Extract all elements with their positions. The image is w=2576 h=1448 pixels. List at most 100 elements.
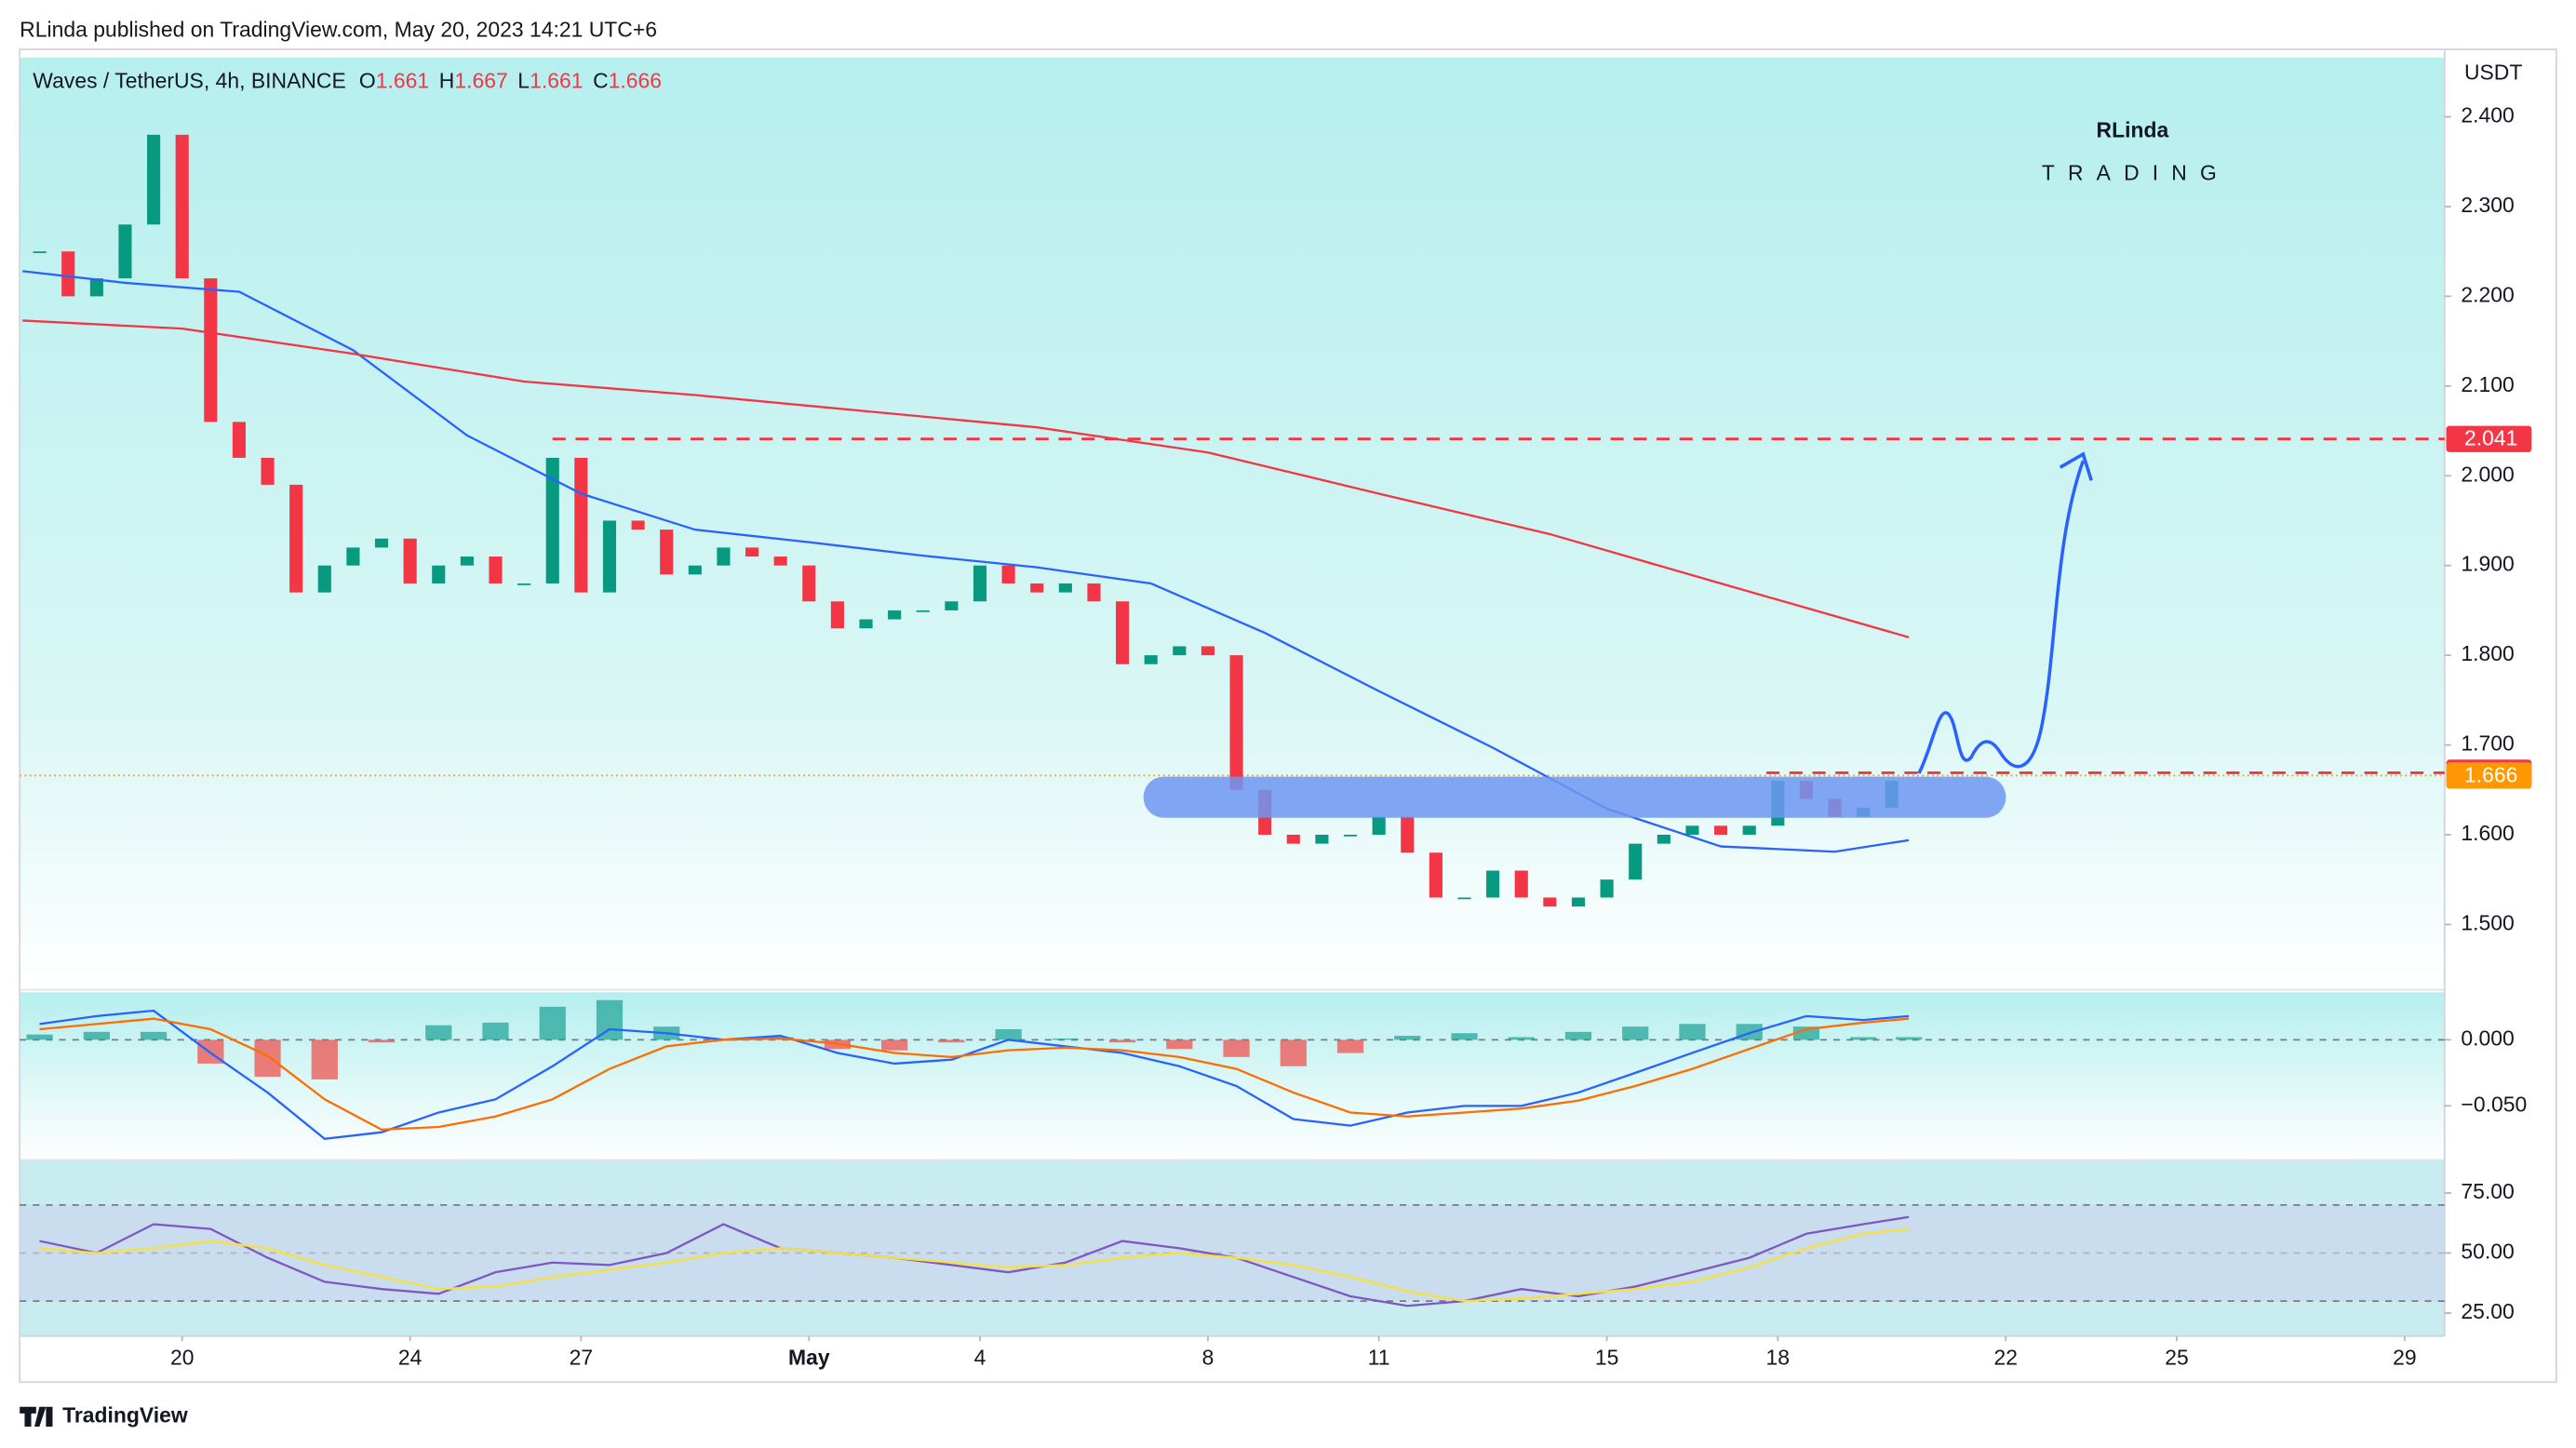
histogram-bar [1108,1039,1136,1043]
y-tick-label: 0.000 [2461,1026,2514,1050]
histogram-bar [539,1006,566,1040]
x-tick-label: 20 [170,1346,195,1370]
candle [830,601,844,629]
histogram-bar [1896,1037,1923,1040]
candle [1571,897,1586,907]
candle [1286,834,1300,844]
candle [1087,583,1101,602]
candle [916,610,930,612]
y-tick-label: 1.600 [2461,821,2514,845]
candle [403,538,417,583]
ohlc-value: 1.661 [530,68,583,92]
x-tick-label: 25 [2165,1346,2189,1370]
indicator-line [39,1017,1910,1132]
candle [432,565,446,583]
histogram-bar [425,1025,452,1040]
y-tick-label: 25.00 [2461,1299,2514,1323]
candle [1173,646,1187,656]
candle [631,520,645,530]
ohlc-label: C [593,68,609,92]
candle [545,457,559,583]
frame [19,48,2557,1384]
candle [1229,655,1243,790]
x-tick-label: 24 [398,1346,423,1370]
candle [1514,870,1528,898]
y-unit: USDT [2464,60,2522,85]
arrow-head [2059,451,2093,481]
forecast-arrow [1917,460,2086,774]
candle [888,610,902,620]
y-tick-label: 2.300 [2461,193,2514,217]
symbol-title: Waves / TetherUS, 4h, BINANCE [33,68,345,92]
candle [1144,655,1158,664]
histogram-bar [1564,1031,1592,1040]
histogram-bar [368,1039,396,1043]
candle [602,520,617,593]
candle [1001,565,1015,583]
price-label: 2.041 [2464,426,2517,450]
candle [1116,601,1130,664]
histogram-bar [1679,1024,1706,1040]
histogram-bar [995,1028,1022,1040]
candle [1401,816,1415,853]
candle [945,601,959,610]
price-label-box [2446,425,2532,452]
candle [61,251,75,297]
candle [517,583,531,585]
histogram-bar [938,1039,965,1043]
candle [1429,852,1442,898]
candle [1685,825,1699,835]
x-tick-label: 27 [570,1346,594,1370]
candle [232,422,247,458]
histogram-bar [1622,1026,1649,1040]
candle [1657,834,1670,844]
candle [1030,583,1044,593]
candle [289,484,303,593]
candle [973,565,987,602]
ohlc-label: H [439,68,455,92]
candle [773,556,787,566]
candle [89,278,103,297]
candle [1543,897,1557,907]
indicator-line [39,1009,1910,1140]
histogram-bar [83,1031,110,1040]
candle [859,619,873,629]
y-tick-label: 2.200 [2461,282,2514,306]
ohlc-value: 1.666 [609,68,662,92]
candle [1201,646,1215,656]
histogram-bar [1166,1039,1193,1050]
y-tick-label: 75.00 [2461,1179,2514,1203]
candle [745,547,759,557]
histogram-bar [881,1039,908,1051]
x-tick-label: 22 [1994,1346,2019,1370]
candle [261,457,275,485]
macd-pane [20,992,2445,1160]
support-zone [1143,776,2006,818]
x-tick-label: May [788,1346,830,1370]
x-tick-label: 4 [974,1346,986,1370]
candle [1629,843,1643,880]
histogram-bar [1394,1036,1421,1040]
tv-logo-mark [20,1406,53,1428]
histogram-bar [1508,1037,1535,1040]
candle [317,565,331,593]
candle [1315,834,1329,844]
x-tick-label: 11 [1368,1346,1390,1370]
candle [489,556,503,583]
candle [33,251,47,253]
indicator-line [22,319,1910,638]
x-tick-label: 15 [1595,1346,1619,1370]
candle [175,134,189,279]
candle [460,556,474,566]
logo-name: RLinda [2097,118,2169,142]
histogram-bar [140,1031,168,1040]
histogram-bar [254,1039,281,1078]
price-pane [20,57,2445,987]
candle [1343,834,1358,837]
candle [1742,825,1756,835]
histogram-bar [1223,1039,1250,1057]
y-tick-label: 1.700 [2461,731,2514,756]
candle [147,134,161,225]
